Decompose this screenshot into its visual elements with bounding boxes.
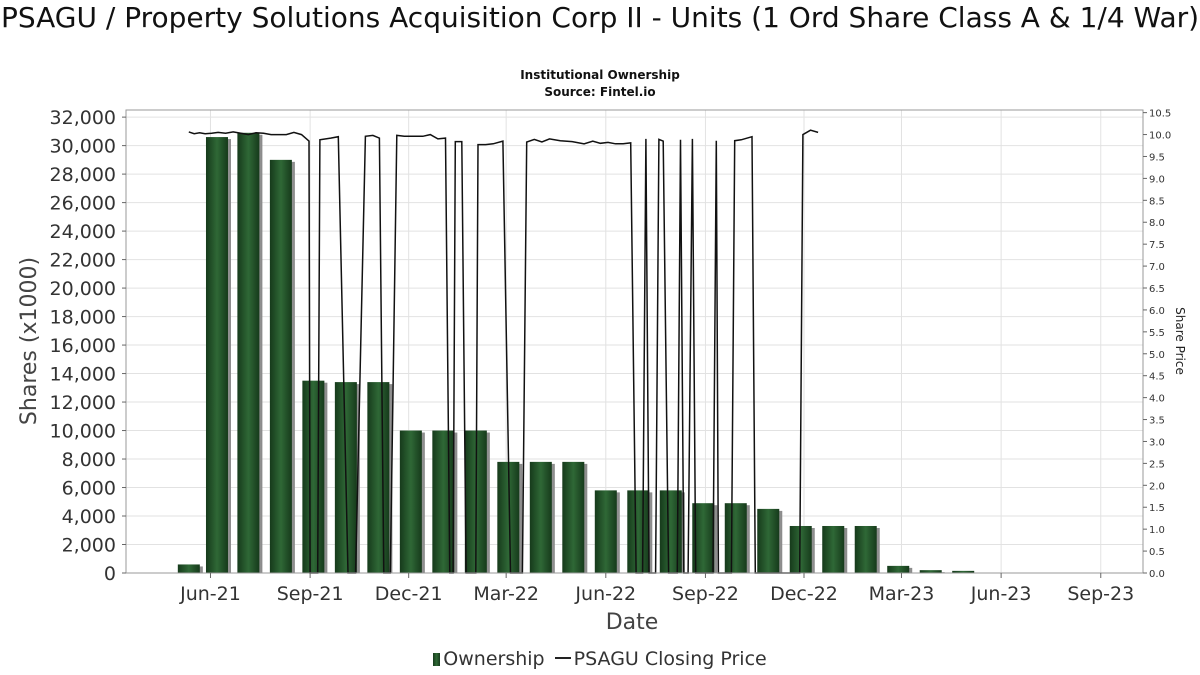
y2-axis-label: Share Price	[1173, 307, 1187, 375]
legend-label-ownership: Ownership	[443, 648, 545, 670]
y2-tick-label: 1.0	[1149, 525, 1165, 536]
y-tick-label: 16,000	[50, 335, 116, 357]
y-tick-label: 32,000	[50, 107, 116, 129]
ownership-bar	[757, 508, 780, 573]
ownership-bar	[887, 565, 910, 573]
y-axis-label: Shares (x1000)	[17, 257, 42, 425]
y-tick-label: 2,000	[62, 535, 116, 557]
y2-tick-label: 1.5	[1149, 503, 1165, 514]
ownership-bar	[627, 490, 650, 573]
y-tick-label: 22,000	[50, 250, 116, 272]
ownership-bar	[919, 570, 942, 573]
ownership-bars	[177, 132, 978, 574]
chart-source: Source: Fintel.io	[544, 85, 656, 99]
x-tick-label: Jun-22	[574, 583, 636, 605]
x-tick-label: Sep-22	[672, 583, 739, 605]
y2-tick-label: 4.0	[1149, 394, 1165, 405]
x-tick-label: Dec-21	[375, 583, 443, 605]
chart-title: PSAGU / Property Solutions Acquisition C…	[0, 1, 1200, 34]
y-tick-label: 26,000	[50, 193, 116, 215]
legend-label-price: PSAGU Closing Price	[573, 648, 767, 670]
y2-tick-label: 5.0	[1149, 350, 1165, 361]
y2-tick-label: 6.5	[1149, 284, 1165, 295]
right-axis-ticks: 0.0 0.5 1.0 1.5 2.0 2.5 3.0 3.5 4.0 4.5 5.0 5.5 6.0 6…	[1143, 109, 1171, 580]
y2-tick-label: 7.0	[1149, 262, 1165, 273]
x-tick-label: Jun-21	[179, 583, 241, 605]
ownership-bar	[237, 132, 260, 574]
ownership-bar	[822, 525, 845, 573]
y-tick-label: 4,000	[62, 506, 116, 528]
ownership-bar	[497, 461, 520, 573]
y-tick-label: 12,000	[50, 392, 116, 414]
y-tick-label: 8,000	[62, 449, 116, 471]
y2-tick-label: 2.5	[1149, 459, 1165, 470]
y2-tick-label: 4.5	[1149, 372, 1165, 383]
x-tick-label: Dec-22	[770, 583, 838, 605]
y2-tick-label: 0.0	[1149, 569, 1165, 580]
x-tick-label: Sep-21	[277, 583, 344, 605]
legend-item-ownership[interactable]: Ownership	[433, 648, 545, 670]
y-tick-label: 28,000	[50, 164, 116, 186]
ownership-bar	[367, 382, 390, 573]
y2-tick-label: 8.0	[1149, 218, 1165, 229]
ownership-bar	[269, 159, 292, 573]
ownership-bar	[854, 525, 877, 573]
ownership-bar	[432, 430, 455, 573]
y2-tick-label: 6.0	[1149, 306, 1165, 317]
x-tick-label: Sep-23	[1067, 583, 1134, 605]
ownership-bar	[562, 461, 585, 573]
ownership-bar	[659, 490, 682, 573]
y-tick-label: 14,000	[50, 364, 116, 386]
x-tick-label: Mar-23	[869, 583, 935, 605]
ownership-bar	[692, 503, 715, 573]
y2-tick-label: 3.0	[1149, 437, 1165, 448]
y2-tick-label: 7.5	[1149, 240, 1165, 251]
x-tick-label: Mar-22	[473, 583, 539, 605]
left-axis-ticks: 0 2,000 4,000 6,000 8,000 10,000 12,000 14,000 1…	[50, 107, 126, 585]
y2-tick-label: 9.0	[1149, 174, 1165, 185]
plot-area-frame	[125, 109, 1144, 574]
ownership-bar	[302, 380, 325, 573]
legend: Ownership PSAGU Closing Price	[0, 648, 1200, 670]
ownership-bar	[205, 137, 228, 573]
y2-tick-label: 0.5	[1149, 547, 1165, 558]
ownership-bar	[724, 503, 747, 573]
y2-tick-label: 3.5	[1149, 416, 1165, 427]
y2-tick-label: 2.0	[1149, 481, 1165, 492]
y-tick-label: 30,000	[50, 136, 116, 158]
y2-tick-label: 8.5	[1149, 196, 1165, 207]
y-tick-label: 18,000	[50, 307, 116, 329]
x-axis-ticks: Jun-21 Sep-21 Dec-21 Mar-22 Jun-22 Sep-22 Dec-…	[179, 573, 1134, 605]
ownership-chart: 0 2,000 4,000 6,000 8,000 10,000 12,000 14,000 1…	[17, 107, 1187, 635]
y2-tick-label: 10.5	[1149, 109, 1171, 120]
y-tick-label: 10,000	[50, 421, 116, 443]
legend-item-price[interactable]: PSAGU Closing Price	[554, 648, 767, 670]
ownership-swatch-icon	[433, 653, 441, 666]
x-axis-label: Date	[606, 610, 659, 635]
ownership-bar	[399, 430, 422, 573]
y-tick-label: 24,000	[50, 221, 116, 243]
y2-tick-label: 9.5	[1149, 152, 1165, 163]
ownership-bar	[952, 570, 975, 573]
y-tick-label: 20,000	[50, 278, 116, 300]
ownership-bar	[789, 525, 812, 573]
chart-subtitle: Institutional Ownership	[520, 68, 680, 82]
y-tick-label: 0	[104, 563, 116, 585]
y-tick-label: 6,000	[62, 478, 116, 500]
ownership-bar	[594, 490, 617, 573]
ownership-bar	[177, 564, 200, 573]
price-swatch-icon	[554, 657, 571, 659]
ownership-bar	[529, 461, 552, 573]
x-tick-label: Jun-23	[970, 583, 1032, 605]
y2-tick-label: 5.5	[1149, 328, 1165, 339]
y2-tick-label: 10.0	[1149, 131, 1171, 142]
